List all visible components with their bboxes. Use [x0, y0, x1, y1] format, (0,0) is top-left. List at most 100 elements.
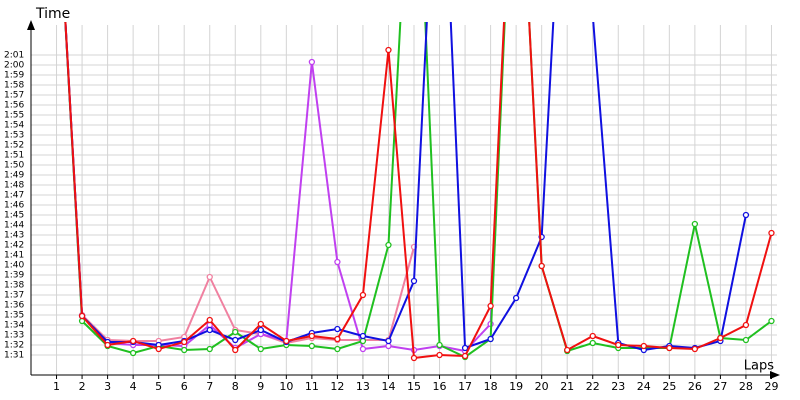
point	[359, 345, 367, 353]
point	[615, 341, 622, 349]
point	[359, 332, 367, 340]
x-tick-label: 11	[305, 380, 319, 393]
point	[206, 345, 213, 353]
point	[590, 13, 595, 18]
point	[232, 346, 239, 354]
x-tick-label: 23	[611, 380, 625, 393]
point	[155, 345, 162, 353]
x-tick-label: 10	[279, 380, 293, 393]
point	[436, 341, 443, 349]
point	[538, 262, 545, 270]
y-tick-label: 1:36	[4, 301, 24, 311]
point	[436, 351, 443, 359]
point	[742, 211, 750, 219]
point	[691, 220, 699, 228]
y-tick-label: 1:34	[4, 321, 24, 331]
x-axis-label: Laps	[744, 359, 774, 374]
point	[232, 328, 239, 336]
x-tick-label: 14	[381, 380, 395, 393]
y-tick-label: 1:59	[4, 71, 24, 81]
point	[461, 352, 469, 360]
point	[666, 344, 673, 352]
x-tick-label: 20	[535, 380, 549, 393]
point	[206, 273, 213, 281]
y-tick-label: 2:01	[4, 51, 24, 61]
x-axis-arrow	[770, 371, 780, 379]
y-tick-label: 1:33	[4, 331, 24, 341]
point	[308, 332, 316, 340]
y-tick-label: 1:47	[4, 191, 24, 201]
point	[385, 241, 392, 249]
point	[487, 335, 494, 343]
x-tick-label: 27	[713, 380, 727, 393]
y-tick-label: 1:51	[4, 151, 24, 161]
x-tick-label: 3	[104, 380, 111, 393]
x-tick-label: 21	[560, 380, 574, 393]
x-tick-label: 2	[79, 380, 86, 393]
point	[640, 342, 647, 350]
point	[359, 337, 367, 345]
x-tick-label: 7	[206, 380, 213, 393]
x-tick-label: 8	[232, 380, 239, 393]
y-tick-label: 1:58	[4, 81, 24, 91]
y-tick-label: 1:49	[4, 171, 24, 181]
y-tick-label: 1:38	[4, 281, 24, 291]
y-tick-label: 1:39	[4, 271, 24, 281]
y-tick-label: 1:57	[4, 91, 24, 101]
point	[564, 346, 571, 354]
y-tick-label: 1:44	[4, 221, 24, 231]
x-tick-label: 4	[130, 380, 137, 393]
point	[589, 332, 596, 340]
x-tick-label: 13	[356, 380, 370, 393]
y-axis-label: Time	[35, 6, 70, 22]
y-tick-label: 1:37	[4, 291, 24, 301]
x-tick-label: 26	[688, 380, 702, 393]
x-tick-label: 25	[662, 380, 676, 393]
x-tick-label: 29	[764, 380, 778, 393]
y-tick-label: 1:48	[4, 181, 24, 191]
point	[742, 336, 750, 344]
point	[78, 312, 86, 320]
x-tick-label: 5	[155, 380, 162, 393]
point	[589, 339, 596, 347]
y-tick-label: 1:50	[4, 161, 24, 171]
point	[512, 294, 520, 302]
y-tick-label: 1:45	[4, 211, 24, 221]
point	[283, 337, 290, 345]
y-tick-label: 1:32	[4, 341, 24, 351]
x-tick-label: 19	[509, 380, 523, 393]
x-tick-label: 1	[53, 380, 60, 393]
point	[410, 354, 418, 362]
y-tick-label: 1:54	[4, 121, 24, 131]
point	[334, 345, 341, 353]
point	[742, 321, 750, 329]
point	[461, 344, 469, 352]
point	[334, 258, 341, 266]
y-tick-label: 1:31	[4, 351, 24, 361]
x-tick-label: 22	[586, 380, 600, 393]
point	[257, 320, 264, 328]
x-tick-label: 12	[330, 380, 344, 393]
point	[308, 58, 316, 66]
y-tick-label: 1:35	[4, 311, 24, 321]
x-tick-label: 18	[484, 380, 498, 393]
point	[206, 316, 213, 324]
x-tick-label: 28	[739, 380, 753, 393]
y-tick-label: 1:53	[4, 131, 24, 141]
point	[129, 349, 137, 357]
plot-area	[64, 13, 775, 362]
point	[181, 338, 188, 346]
y-tick-label: 1:41	[4, 251, 24, 261]
x-tick-label: 24	[637, 380, 651, 393]
point	[334, 335, 341, 343]
point	[691, 345, 699, 353]
point	[104, 341, 111, 349]
y-tick-label: 1:52	[4, 141, 24, 151]
y-tick-label: 1:46	[4, 201, 24, 211]
point	[385, 337, 392, 345]
x-tick-label: 6	[181, 380, 188, 393]
point	[410, 277, 418, 285]
x-tick-label: 16	[433, 380, 447, 393]
point	[232, 336, 239, 344]
y-tick-label: 1:56	[4, 101, 24, 111]
